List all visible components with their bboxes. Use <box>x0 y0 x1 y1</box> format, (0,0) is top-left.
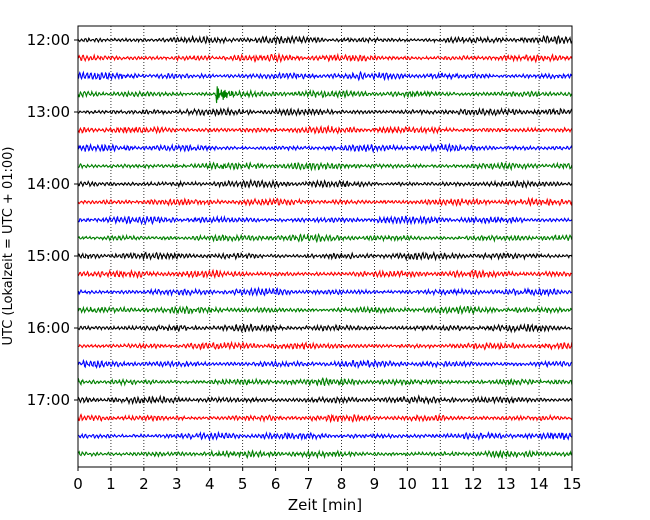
y-tick-label: 13:00 <box>27 103 70 121</box>
seismic-trace <box>77 413 573 424</box>
y-tick-label: 17:00 <box>27 391 70 409</box>
seismic-trace <box>77 377 573 387</box>
seismic-trace <box>77 214 573 226</box>
seismic-trace <box>77 304 573 316</box>
x-tick-label: 14 <box>530 475 549 493</box>
seismic-trace <box>77 124 573 135</box>
x-tick-label: 8 <box>337 475 347 493</box>
y-tick-label: 15:00 <box>27 247 70 265</box>
seismic-trace <box>77 106 573 118</box>
y-tick-label: 12:00 <box>27 31 70 49</box>
seismic-trace <box>77 196 573 208</box>
plot-frame <box>77 25 573 468</box>
seismic-trace <box>77 52 573 64</box>
seismic-trace <box>77 394 573 406</box>
y-axis-ticks: 12:00 13:00 14:00 15:00 16:00 17:00 <box>27 31 78 409</box>
x-tick-label: 5 <box>238 475 248 493</box>
x-tick-label: 3 <box>172 475 182 493</box>
x-tick-label: 0 <box>73 475 83 493</box>
x-tick-label: 7 <box>304 475 314 493</box>
x-axis-label: Zeit [min] <box>288 496 362 514</box>
seismic-trace <box>77 178 573 189</box>
y-tick-label: 16:00 <box>27 319 70 337</box>
seismic-trace <box>77 430 573 442</box>
seismic-trace <box>77 322 573 334</box>
seismic-trace <box>77 250 573 262</box>
seismic-trace <box>77 86 573 104</box>
seismic-trace <box>77 70 573 82</box>
x-tick-label: 2 <box>139 475 149 493</box>
x-tick-label: 10 <box>398 475 417 493</box>
traces <box>77 34 573 460</box>
seismic-trace <box>77 142 573 154</box>
seismic-trace <box>77 358 573 370</box>
seismic-trace <box>77 34 573 46</box>
x-tick-label: 13 <box>497 475 516 493</box>
x-tick-label: 4 <box>205 475 215 493</box>
seismic-trace <box>77 161 573 172</box>
x-tick-label: 6 <box>271 475 281 493</box>
seismic-trace <box>77 286 573 298</box>
x-tick-label: 15 <box>562 475 581 493</box>
y-axis-label: UTC (Lokalzeit = UTC + 01:00) <box>1 147 16 346</box>
seismic-trace <box>77 340 573 351</box>
x-tick-label: 9 <box>370 475 380 493</box>
x-tick-label: 11 <box>431 475 450 493</box>
seismic-trace <box>77 268 573 280</box>
seismic-trace <box>77 448 573 460</box>
x-tick-label: 12 <box>464 475 483 493</box>
y-tick-label: 14:00 <box>27 175 70 193</box>
x-tick-label: 1 <box>106 475 116 493</box>
seismic-trace <box>77 232 573 244</box>
x-axis-ticks: 0 1 2 3 4 5 6 7 8 9 10 11 12 13 14 15 <box>73 467 582 493</box>
